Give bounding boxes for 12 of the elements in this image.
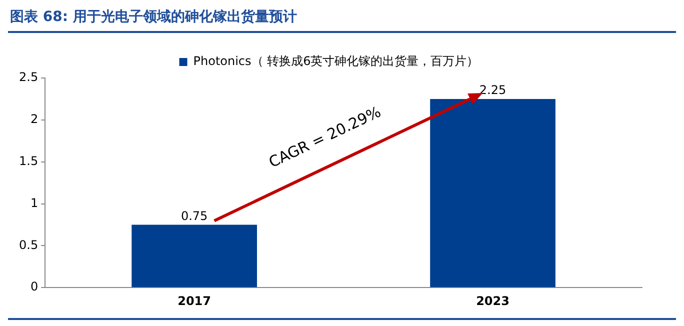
y-tick-label: 1.5	[18, 154, 38, 168]
legend-label: Photonics（ 转换成6英寸砷化镓的出货量，百万片）	[193, 54, 479, 68]
y-tick-label: 0.5	[18, 238, 38, 252]
x-tick-label: 2023	[476, 294, 510, 308]
chart-title: 图表 68: 用于光电子领域的砷化镓出货量预计	[10, 8, 297, 26]
data-label: 0.75	[180, 208, 208, 223]
y-tick-label: 0	[30, 280, 38, 294]
x-tick-label: 2017	[178, 294, 212, 308]
y-tick-label: 2.5	[18, 70, 38, 84]
data-label: 2.25	[479, 83, 506, 98]
y-tick-label: 1	[30, 196, 38, 210]
y-tick-label: 2	[30, 112, 38, 126]
